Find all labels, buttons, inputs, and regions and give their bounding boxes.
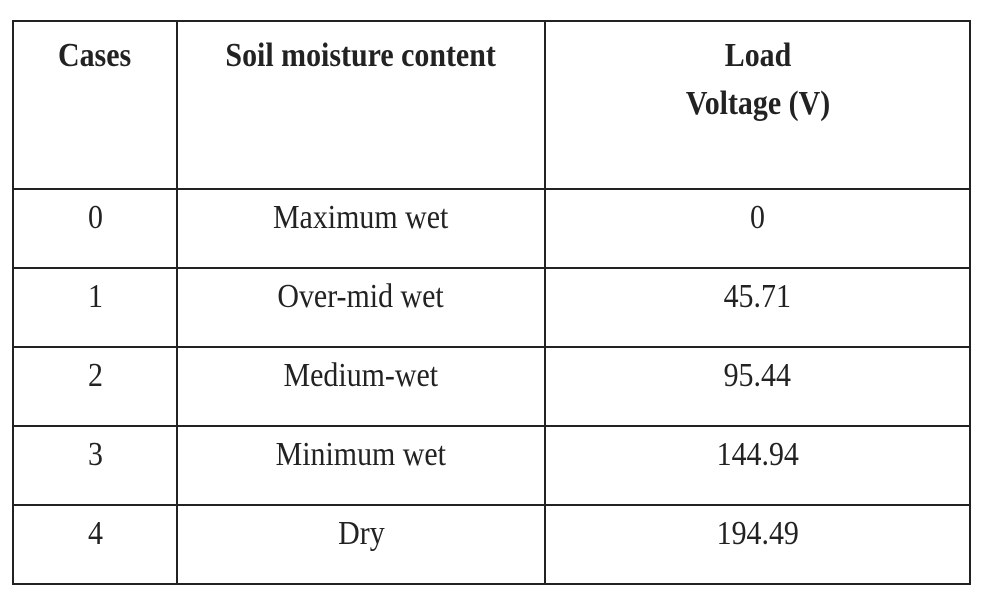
cell-text: Over-mid wet [277, 277, 445, 315]
table-cell: Maximum wet [176, 188, 546, 269]
table-cell: 3 [12, 425, 178, 506]
cell-text: 0 [87, 198, 103, 236]
table-row: 0 Maximum wet 0 [12, 188, 971, 269]
table-cell: 95.44 [544, 346, 971, 427]
table-cell: 0 [544, 188, 971, 269]
cell-text: Medium-wet [283, 356, 439, 394]
cell-text: Maximum wet [273, 198, 449, 236]
cell-text: 3 [87, 435, 103, 473]
table-cell: Over-mid wet [176, 267, 546, 348]
cell-text: 4 [87, 514, 103, 552]
cell-text: 2 [87, 356, 103, 394]
cell-text: 1 [87, 277, 103, 315]
table-cell: 144.94 [544, 425, 971, 506]
header-text: Cases [58, 37, 132, 74]
cell-text: Dry [337, 514, 385, 552]
table-cell: Dry [176, 504, 546, 585]
cell-text: 144.94 [716, 435, 799, 473]
table-cell: 0 [12, 188, 178, 269]
table-cell: 1 [12, 267, 178, 348]
table-row: 2 Medium-wet 95.44 [12, 346, 971, 427]
cell-text: 194.49 [716, 514, 799, 552]
table-cell: 194.49 [544, 504, 971, 585]
cell-text: 0 [750, 198, 765, 236]
header-text: Load Voltage (V) [685, 37, 830, 122]
table-cell: Minimum wet [176, 425, 546, 506]
cell-text: 95.44 [723, 356, 792, 394]
table-cell: 2 [12, 346, 178, 427]
header-text: Soil moisture content [225, 37, 497, 74]
table-row: 4 Dry 194.49 [12, 504, 971, 585]
cell-text: Minimum wet [275, 435, 447, 473]
header-cell: Cases [12, 20, 178, 190]
table-header: Cases Soil moisture content Load Voltage… [12, 20, 971, 190]
table-row: 3 Minimum wet 144.94 [12, 425, 971, 506]
table-cell: Medium-wet [176, 346, 546, 427]
header-cell: Load Voltage (V) [544, 20, 971, 190]
data-table: Cases Soil moisture content Load Voltage… [12, 20, 971, 585]
cell-text: 45.71 [723, 277, 792, 315]
table-row: 1 Over-mid wet 45.71 [12, 267, 971, 348]
header-cell: Soil moisture content [176, 20, 546, 190]
header-row: Cases Soil moisture content Load Voltage… [12, 20, 971, 190]
table-cell: 45.71 [544, 267, 971, 348]
table-cell: 4 [12, 504, 178, 585]
table-body: 0 Maximum wet 0 1 Over-mid wet 45.71 2 Medium-w… [12, 188, 971, 585]
